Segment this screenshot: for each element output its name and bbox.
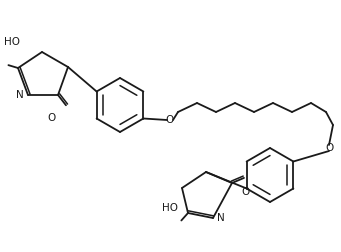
Text: O: O [48, 113, 56, 123]
Text: HO: HO [4, 37, 20, 47]
Text: O: O [325, 143, 333, 153]
Text: HO: HO [162, 203, 178, 213]
Text: N: N [16, 90, 24, 100]
Text: O: O [166, 115, 174, 125]
Text: O: O [241, 187, 249, 197]
Text: N: N [217, 213, 225, 223]
